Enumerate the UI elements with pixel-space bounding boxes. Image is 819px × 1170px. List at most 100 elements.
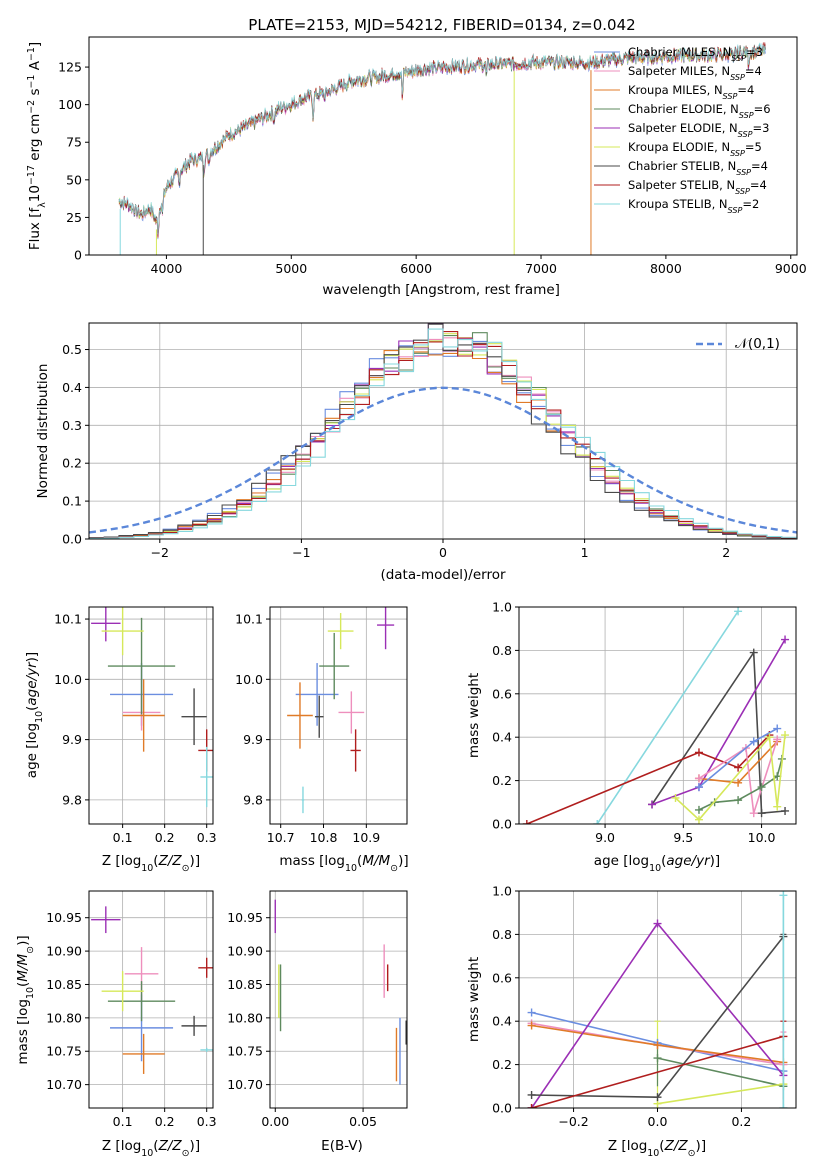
spectrum-plot-area <box>118 42 766 255</box>
histogram-step <box>89 328 797 539</box>
x-tick-label: 10.8 <box>310 830 338 845</box>
weight-marker <box>653 1054 662 1063</box>
x-tick-label: 0.00 <box>261 1114 289 1129</box>
residuals-panel: −2 −1 0 1 2 0.0 0.1 0.2 0.3 0.4 0.5 𝒩(0,1) <box>62 322 798 560</box>
mass-vs-Z-plot-area <box>91 906 213 1074</box>
weight-marker <box>527 1021 536 1030</box>
x-axis-label: age [log10(age/yr)] <box>594 853 720 874</box>
y-tick-label: 10.85 <box>227 977 263 992</box>
weight-marker <box>522 820 531 824</box>
mass-vs-Z-panel: 0.1 0.2 0.3 10.70 10.75 10.80 10.85 10.90 10.95 <box>46 890 217 1129</box>
x-tick-label: 0.3 <box>197 1114 217 1129</box>
x-tick-label: 0 <box>439 545 447 560</box>
y-tick-label: 10.1 <box>235 612 263 627</box>
y-tick-label: 1.0 <box>492 884 512 899</box>
y-tick-label: 0.0 <box>492 1101 512 1116</box>
weight-marker <box>694 748 703 757</box>
weight-marker <box>779 1104 788 1108</box>
x-tick-label: 0.2 <box>731 1114 751 1129</box>
weight-line <box>657 1083 784 1105</box>
legend-entry: Chabrier STELIB, NSSP=4 <box>628 159 768 177</box>
x-tick-label: 0.1 <box>113 1114 133 1129</box>
x-tick-label: 9.5 <box>673 830 693 845</box>
x-tick-label: 9.0 <box>595 830 615 845</box>
x-tick-label: 0.2 <box>155 830 175 845</box>
residuals-plot-area <box>89 323 797 539</box>
x-tick-label: 10.9 <box>352 830 380 845</box>
spectrum-panel: 4000 5000 6000 7000 8000 9000 0 25 50 75 100 125 Cha… <box>58 36 807 276</box>
legend-entry: Salpeter ELODIE, NSSP=3 <box>628 121 769 139</box>
weight-vs-age-plot-area <box>522 607 790 824</box>
weight-marker <box>773 724 782 733</box>
weight-line <box>651 650 786 814</box>
y-tick-label: 10.90 <box>46 944 82 959</box>
x-tick-label: 0.1 <box>113 830 133 845</box>
y-tick-label: 0.2 <box>492 1057 512 1072</box>
y-tick-label: 1.0 <box>492 600 512 615</box>
age-vs-Z-panel: 0.1 0.2 0.3 9.8 9.9 10.0 10.1 <box>54 606 217 845</box>
y-tick-label: 10.80 <box>227 1010 263 1025</box>
weight-marker <box>757 809 766 818</box>
y-tick-label: 0.4 <box>492 1014 512 1029</box>
y-tick-label: 0.1 <box>62 494 82 509</box>
x-tick-label: 1 <box>581 545 589 560</box>
weight-marker <box>749 809 758 818</box>
y-tick-label: 100 <box>58 97 82 112</box>
y-tick-label: 0.0 <box>492 817 512 832</box>
weight-marker <box>773 802 782 811</box>
weight-marker <box>648 800 657 809</box>
weight-vs-age-panel: 9.0 9.5 10.0 0.0 0.2 0.4 0.6 0.8 1.0 <box>492 600 797 845</box>
weight-line <box>657 1057 784 1088</box>
weight-marker <box>781 635 790 644</box>
weight-marker <box>694 815 703 824</box>
weight-marker <box>781 806 790 815</box>
legend-entry: Kroupa STELIB, NSSP=2 <box>628 197 759 215</box>
x-tick-label: 0.2 <box>155 1114 175 1129</box>
legend-entry: Salpeter MILES, NSSP=4 <box>628 64 762 82</box>
weight-marker <box>593 820 602 824</box>
age-vs-Z-frame <box>88 606 214 825</box>
weight-line <box>531 1035 784 1108</box>
x-axis-label: mass [log10(M/M⊙)] <box>279 853 408 874</box>
weight-marker <box>765 733 774 742</box>
weight-marker <box>653 919 662 928</box>
weight-marker <box>749 648 758 657</box>
mass-vs-EBV-plot-area <box>274 899 407 1085</box>
weight-marker <box>779 891 788 900</box>
weight-marker <box>749 737 758 746</box>
x-axis-label: Z [log10(Z/Z⊙)] <box>608 1138 706 1159</box>
weight-line <box>596 610 739 824</box>
y-tick-label: 0.8 <box>492 927 512 942</box>
x-tick-label: 2 <box>722 545 730 560</box>
y-tick-label: 0.6 <box>492 970 512 985</box>
y-tick-label: 10.90 <box>227 944 263 959</box>
x-tick-label: 8000 <box>650 261 682 276</box>
spectrum-frame <box>88 36 798 256</box>
y-tick-label: 0.0 <box>62 532 82 547</box>
x-axis-label: E(B-V) <box>321 1138 363 1154</box>
y-axis-label: Flux [fλ10−17 erg cm−2 s−1 A−1] <box>26 42 48 250</box>
x-axis-label: (data-model)/error <box>380 567 506 583</box>
mass-vs-EBV-panel: 0.00 0.05 10.70 10.75 10.80 10.85 10.90 10.95 <box>227 890 408 1129</box>
legend-entry: Salpeter STELIB, NSSP=4 <box>628 178 767 196</box>
y-tick-label: 9.8 <box>62 792 82 807</box>
y-tick-label: 0.8 <box>492 643 512 658</box>
y-tick-label: 10.70 <box>227 1077 263 1092</box>
weight-line <box>526 734 770 824</box>
x-tick-label: 5000 <box>275 261 307 276</box>
weight-marker <box>734 778 743 787</box>
y-tick-label: 10.0 <box>235 672 263 687</box>
weight-marker <box>653 1093 662 1102</box>
x-tick-label: 10.0 <box>748 830 776 845</box>
y-tick-label: 9.8 <box>243 792 263 807</box>
y-tick-label: 0.4 <box>62 380 82 395</box>
x-axis-label: Z [log10(Z/Z⊙)] <box>102 853 200 874</box>
weight-marker <box>734 607 743 616</box>
weight-marker <box>527 1090 536 1099</box>
y-axis-label: age [log10(age/yr)] <box>24 652 45 778</box>
mass-vs-Z-frame <box>88 890 214 1109</box>
weight-vs-Z-frame <box>518 890 797 1109</box>
weight-marker <box>653 1041 662 1050</box>
age-vs-mass-frame <box>269 606 408 825</box>
legend-entry: Chabrier ELODIE, NSSP=6 <box>628 102 771 120</box>
